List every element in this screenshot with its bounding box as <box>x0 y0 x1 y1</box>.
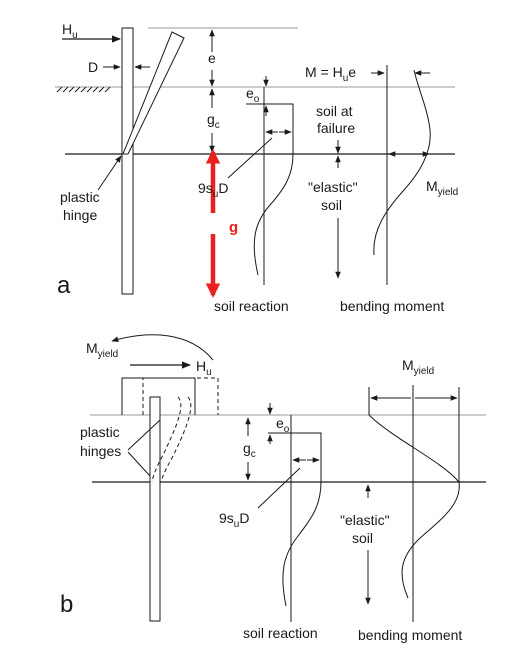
pile-b <box>149 396 161 622</box>
su-leader <box>227 137 273 179</box>
pile-b-displaced-2 <box>160 396 192 483</box>
hu-label: Hu <box>62 21 78 41</box>
elastic-label-1: "elastic" <box>308 179 358 195</box>
soil-reaction-block-b <box>291 432 322 482</box>
bending-moment-caption-b: bending moment <box>358 627 462 643</box>
myield-left-label: Myield <box>86 340 118 360</box>
d-label: D <box>88 59 98 75</box>
panel-a-letter: a <box>57 272 71 299</box>
hinge-leader <box>97 155 122 191</box>
hu-label-b: Hu <box>196 358 212 378</box>
gc-label: gc <box>207 111 220 131</box>
panel-a: Hu D e gc g eo soil at failure <box>55 21 458 314</box>
soil-reaction-caption-b: soil reaction <box>243 625 318 641</box>
plastic-hinges-2: hinges <box>80 443 121 459</box>
moment-curved-arrow <box>111 334 214 361</box>
soil-reaction-caption-a: soil reaction <box>214 298 289 314</box>
rotated-pile <box>122 31 185 155</box>
su-label-b: 9suD <box>219 510 249 530</box>
plastic-hinges-1: plastic <box>80 424 120 440</box>
soil-reaction-block <box>264 103 294 154</box>
moment-curve <box>373 69 431 256</box>
pile <box>121 27 134 295</box>
soil-at-failure-1: soil at <box>316 103 353 119</box>
moment-label: M = Hue <box>305 64 356 84</box>
eo-label: eo <box>246 85 260 105</box>
elastic-label-1-b: "elastic" <box>340 512 390 528</box>
moment-curve-b <box>368 414 460 599</box>
panel-b: Myield Hu plastic hinges gc eo 9suD "ela… <box>60 334 486 643</box>
pile-b-displaced <box>151 396 182 483</box>
ground-hatch <box>56 86 111 93</box>
eo-label-b: eo <box>276 415 290 435</box>
su-leader-b <box>257 467 301 509</box>
soil-reaction-curve <box>253 153 294 276</box>
hinge-leader-bottom <box>127 451 151 477</box>
elastic-label-2-b: soil <box>352 530 373 546</box>
myield-label-a: Myield <box>426 178 458 198</box>
hinge-leader-top <box>127 419 161 451</box>
bending-moment-caption-a: bending moment <box>340 298 444 314</box>
plastic-hinge-1: plastic <box>60 189 100 205</box>
elastic-label-2: soil <box>321 197 342 213</box>
gc-label-b: gc <box>243 440 256 460</box>
red-g-label: g <box>229 219 238 236</box>
plastic-hinge-2: hinge <box>63 207 97 223</box>
soil-at-failure-2: failure <box>317 120 355 136</box>
soil-reaction-curve-b <box>282 481 322 607</box>
panel-b-letter: b <box>60 591 73 618</box>
su-label: 9suD <box>198 180 228 200</box>
myield-right-label: Myield <box>402 357 434 377</box>
e-label: e <box>208 50 216 66</box>
